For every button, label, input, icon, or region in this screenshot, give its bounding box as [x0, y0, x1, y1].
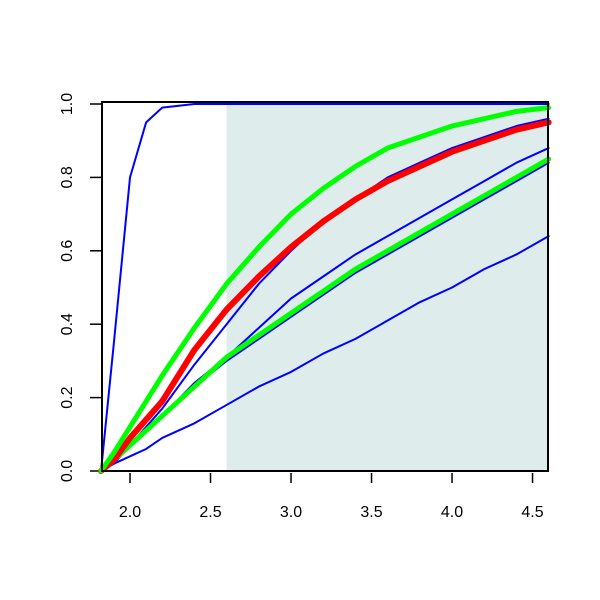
x-tick-label: 2.5	[199, 504, 221, 521]
line-series	[100, 103, 550, 472]
plot-frame	[101, 101, 549, 472]
y-tick-label: 0.2	[59, 386, 76, 408]
x-tick-label: 3.0	[280, 504, 302, 521]
x-tick-label: 3.5	[360, 504, 382, 521]
x-tick-label: 4.5	[521, 504, 543, 521]
y-tick-label: 1.0	[59, 93, 76, 115]
x-tick-label: 2.0	[119, 504, 141, 521]
y-tick-label: 0.8	[59, 166, 76, 188]
shaded-region	[226, 104, 548, 471]
line-series	[100, 235, 550, 472]
line-series	[98, 156, 552, 474]
y-tick-label: 0.6	[59, 240, 76, 262]
x-tick-label: 4.0	[441, 504, 463, 521]
y-tick-label: 0.0	[59, 460, 76, 482]
y-tick-label: 0.4	[59, 313, 76, 335]
line-series	[98, 119, 552, 474]
line-series	[98, 105, 552, 474]
